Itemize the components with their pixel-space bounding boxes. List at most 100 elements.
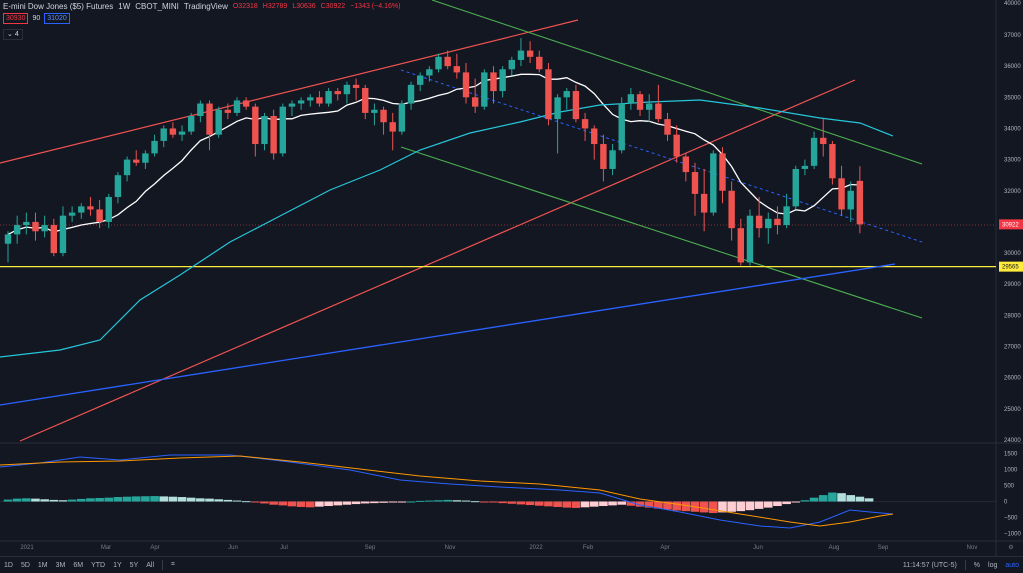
candle-body <box>792 168 799 207</box>
macd-histogram-bar <box>260 501 269 504</box>
candle-body <box>398 103 406 132</box>
interval-label[interactable]: 1W <box>118 2 131 11</box>
macd-histogram-bar <box>214 499 223 502</box>
candle-body <box>426 69 433 76</box>
macd-histogram-bar <box>360 501 370 504</box>
macd-histogram-bar <box>718 501 727 513</box>
candle-body <box>536 56 543 70</box>
range-1d[interactable]: 1D <box>4 561 13 569</box>
candle-body <box>261 116 268 145</box>
macd-histogram-bar <box>379 501 388 503</box>
macd-histogram-bar <box>223 499 233 502</box>
macd-histogram-bar <box>736 501 746 512</box>
macd-histogram-bar <box>489 501 498 503</box>
macd-histogram-bar <box>626 501 636 506</box>
time-axis-label: Apr <box>660 545 669 551</box>
candle-body <box>453 66 461 73</box>
candle-body <box>682 156 690 173</box>
candle-body <box>288 103 296 107</box>
candle-body <box>444 56 451 67</box>
percent-toggle[interactable]: % <box>973 561 981 569</box>
candle-body <box>600 144 607 169</box>
range-1m[interactable]: 1M <box>37 561 48 569</box>
candle-body <box>755 215 763 229</box>
macd-histogram-bar <box>342 501 352 505</box>
range-1y[interactable]: 1Y <box>113 561 122 569</box>
range-ytd[interactable]: YTD <box>91 561 106 569</box>
sell-button[interactable]: 30930 <box>3 13 29 24</box>
range-6m[interactable]: 6M <box>73 561 84 569</box>
price-axis-tick: 32000 <box>1004 189 1021 195</box>
macd-histogram-bar <box>443 499 452 502</box>
clock-readout[interactable]: 11:14:57 (UTC-5) <box>902 561 957 569</box>
macd-axis-tick: 1000 <box>1004 467 1018 473</box>
candle-body <box>655 103 662 120</box>
time-axis-label: Apr <box>150 545 159 551</box>
candle-body <box>490 72 497 92</box>
range-3m[interactable]: 3M <box>55 561 66 569</box>
macd-histogram-bar <box>461 500 471 502</box>
candle-body <box>499 69 506 92</box>
candle-body <box>719 153 726 191</box>
macd-histogram-bar <box>406 501 416 503</box>
gear-icon[interactable]: ⚙ <box>1008 544 1013 551</box>
macd-histogram-bar <box>67 499 77 502</box>
macd-histogram-bar <box>644 501 654 508</box>
macd-histogram-bar <box>608 501 617 506</box>
macd-histogram-bar <box>113 497 123 502</box>
range-5y[interactable]: 5Y <box>129 561 139 569</box>
auto-scale-toggle[interactable]: auto <box>1005 561 1019 569</box>
price-axis-tick: 26000 <box>1004 376 1021 382</box>
macd-histogram-bar <box>296 501 306 507</box>
candle-body <box>206 103 213 135</box>
last-price-label: 30922 <box>1002 222 1019 228</box>
chart-background <box>0 0 1023 556</box>
candle-body <box>133 159 140 163</box>
red-trendline <box>19 79 856 442</box>
candle-body <box>224 109 232 113</box>
price-axis-tick: 30000 <box>1004 251 1021 257</box>
symbol-title[interactable]: E-mini Dow Jones ($5) Futures <box>3 2 114 11</box>
high-value: H32789 <box>262 3 288 10</box>
range-all[interactable]: All <box>146 561 155 569</box>
macd-histogram-bar <box>269 501 278 505</box>
candle-body <box>215 109 222 135</box>
macd-histogram-bar <box>159 496 169 502</box>
price-axis-tick: 29000 <box>1004 282 1021 288</box>
candle-body <box>700 193 708 213</box>
price-axis-tick: 24000 <box>1004 438 1021 444</box>
ma-slow-line <box>0 263 896 406</box>
candle-body <box>646 103 653 110</box>
candle-body <box>23 221 30 226</box>
candle-body <box>820 137 827 145</box>
time-axis-label: Jun <box>228 545 238 551</box>
candle-body <box>96 209 103 222</box>
buy-button[interactable]: 31020 <box>44 13 70 24</box>
candle-body <box>316 97 323 104</box>
macd-histogram-bar <box>846 495 856 502</box>
range-5d[interactable]: 5D <box>20 561 30 569</box>
candle-body <box>105 197 112 222</box>
macd-histogram-bar <box>580 501 590 508</box>
price-axis-tick: 28000 <box>1004 313 1021 319</box>
macd-histogram-bar <box>278 501 288 506</box>
date-range-icon[interactable]: ⌗ <box>171 561 175 568</box>
candle-body <box>41 225 48 232</box>
time-axis-label: Nov <box>967 545 978 551</box>
macd-histogram-bar <box>333 501 343 506</box>
macd-histogram-bar <box>31 498 40 502</box>
candle-body <box>252 106 259 145</box>
macd-histogram-bar <box>287 501 297 507</box>
indicators-toggle[interactable]: ⌄ 4 <box>3 29 23 40</box>
red-channel-upper-line <box>0 19 579 164</box>
macd-histogram-bar <box>635 501 645 507</box>
macd-histogram-bar <box>507 501 517 504</box>
macd-histogram-bar <box>177 497 187 502</box>
log-toggle[interactable]: log <box>988 561 998 569</box>
macd-histogram-bar <box>654 501 663 509</box>
macd-line <box>0 454 894 529</box>
macd-histogram-bar <box>699 501 709 513</box>
candle-body <box>407 84 415 104</box>
candle-body <box>627 94 635 104</box>
